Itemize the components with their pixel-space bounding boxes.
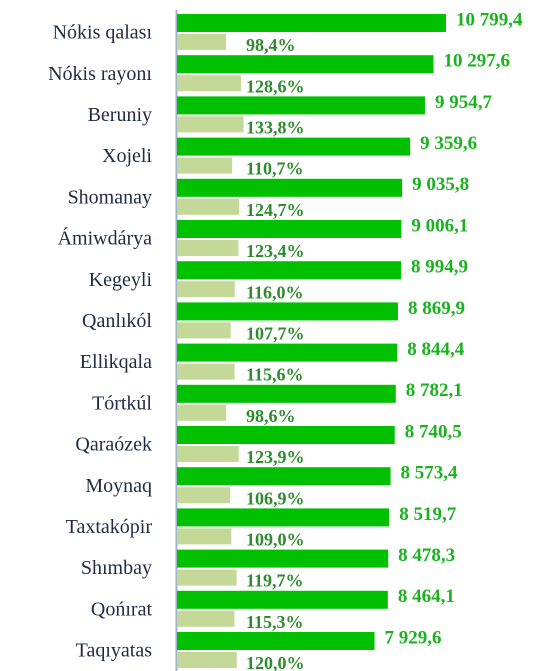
bar: [177, 96, 425, 115]
percent-label: 123,4%: [246, 241, 305, 261]
bar: [177, 261, 402, 280]
bar: [177, 75, 242, 92]
bar: [177, 590, 388, 609]
category-label: Qaraózek: [75, 434, 152, 456]
bar: [177, 404, 227, 421]
value-label: 8 740,5: [405, 421, 462, 442]
bar: [177, 34, 227, 50]
percent-label: 107,7%: [246, 324, 305, 344]
category-label: Kegeyli: [89, 269, 153, 291]
category-label: Xojeli: [102, 145, 152, 167]
bar: [177, 467, 391, 486]
value-label: 9 035,8: [412, 174, 469, 195]
percent-label: 123,9%: [246, 447, 305, 467]
category-label: Shomanay: [68, 186, 152, 208]
percent-label: 110,7%: [246, 159, 304, 179]
bar: [177, 198, 240, 215]
category-label: Ellikqala: [80, 351, 152, 373]
percent-label: 109,0%: [246, 530, 305, 550]
value-label: 8 869,9: [408, 298, 465, 319]
value-label: 8 464,1: [398, 586, 455, 607]
value-label: 8 519,7: [399, 504, 457, 525]
percent-label: 133,8%: [246, 118, 305, 138]
value-label: 8 478,3: [398, 545, 455, 566]
percent-label: 128,6%: [246, 76, 305, 96]
category-label: Beruniy: [88, 104, 152, 126]
bar: [177, 343, 398, 362]
value-label: 8 573,4: [401, 463, 459, 484]
value-label: 9 954,7: [435, 92, 493, 113]
bar: [177, 508, 390, 527]
percent-label: 115,3%: [246, 612, 304, 632]
category-label: Tórtkúl: [92, 392, 152, 414]
bar: [177, 322, 231, 339]
value-label: 9 006,1: [411, 215, 468, 236]
bar: [177, 549, 389, 568]
percent-label: 120,0%: [246, 653, 305, 671]
category-label: Moynaq: [85, 475, 152, 497]
bar: [177, 652, 237, 668]
percent-label: 106,9%: [246, 488, 305, 508]
bar: [177, 302, 398, 321]
bar: [177, 281, 235, 298]
bar: [177, 569, 237, 586]
value-label: 8 994,9: [411, 257, 468, 278]
value-label: 10 297,6: [444, 51, 511, 72]
percent-label: 98,4%: [246, 35, 296, 55]
bar: [177, 55, 434, 74]
bar: [177, 384, 396, 403]
value-label: 8 844,4: [407, 339, 465, 360]
percent-label: 98,6%: [246, 406, 296, 426]
bar: [177, 632, 375, 650]
bar: [177, 137, 411, 156]
percent-label: 116,0%: [246, 282, 304, 302]
bar: [177, 157, 233, 174]
category-label: Taqıyatas: [76, 640, 153, 662]
category-label: Ámiwdárya: [58, 227, 153, 250]
category-label: Nókis qalası: [53, 22, 153, 44]
bar: [177, 220, 402, 238]
value-label: 9 359,6: [420, 133, 477, 154]
bar: [177, 528, 232, 545]
value-label: 10 799,4: [456, 9, 523, 30]
percent-label: 124,7%: [246, 200, 305, 220]
category-label: Qanlıkól: [82, 310, 152, 332]
bar: [177, 487, 231, 504]
value-label: 7 929,6: [385, 627, 442, 648]
bar: [177, 426, 395, 444]
percent-label: 115,6%: [246, 365, 304, 385]
category-label: Qońırat: [91, 598, 153, 620]
bar: [177, 14, 447, 32]
bar: [177, 116, 244, 133]
bar: [177, 363, 235, 380]
bar: [177, 178, 403, 197]
percent-label: 119,7%: [246, 571, 304, 591]
category-label: Shımbay: [81, 557, 152, 579]
value-label: 8 782,1: [406, 380, 463, 401]
category-label: Nókis rayonı: [48, 63, 152, 85]
bar: [177, 610, 235, 627]
bar: [177, 446, 239, 462]
category-label: Taxtakópir: [66, 516, 153, 538]
bar: [177, 240, 239, 256]
